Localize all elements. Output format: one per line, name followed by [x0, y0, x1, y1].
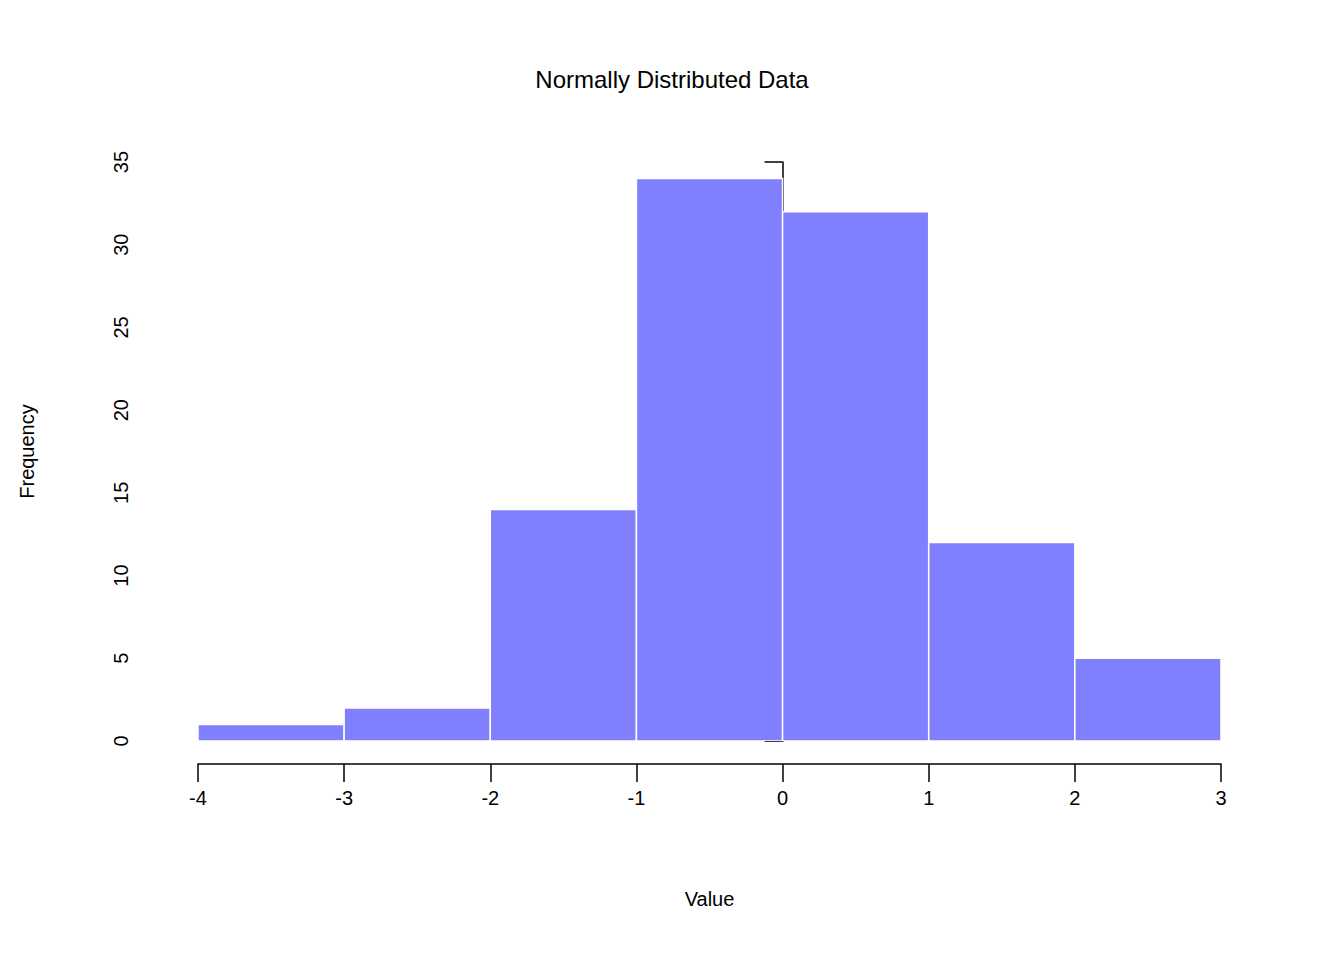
svg-text:3: 3: [1215, 787, 1226, 809]
svg-text:2: 2: [1069, 787, 1080, 809]
svg-text:35: 35: [110, 151, 132, 173]
svg-text:5: 5: [110, 653, 132, 664]
svg-text:1: 1: [923, 787, 934, 809]
svg-text:20: 20: [110, 399, 132, 421]
svg-text:0: 0: [777, 787, 788, 809]
svg-text:25: 25: [110, 316, 132, 338]
svg-text:-2: -2: [481, 787, 499, 809]
svg-text:Normally Distributed Data: Normally Distributed Data: [535, 66, 809, 93]
svg-text:10: 10: [110, 564, 132, 586]
svg-text:-1: -1: [628, 787, 646, 809]
svg-text:-4: -4: [189, 787, 207, 809]
svg-text:-3: -3: [335, 787, 353, 809]
svg-text:Frequency: Frequency: [16, 404, 38, 499]
svg-text:Value: Value: [685, 888, 735, 910]
svg-text:30: 30: [110, 234, 132, 256]
svg-text:0: 0: [110, 735, 132, 746]
svg-text:15: 15: [110, 482, 132, 504]
